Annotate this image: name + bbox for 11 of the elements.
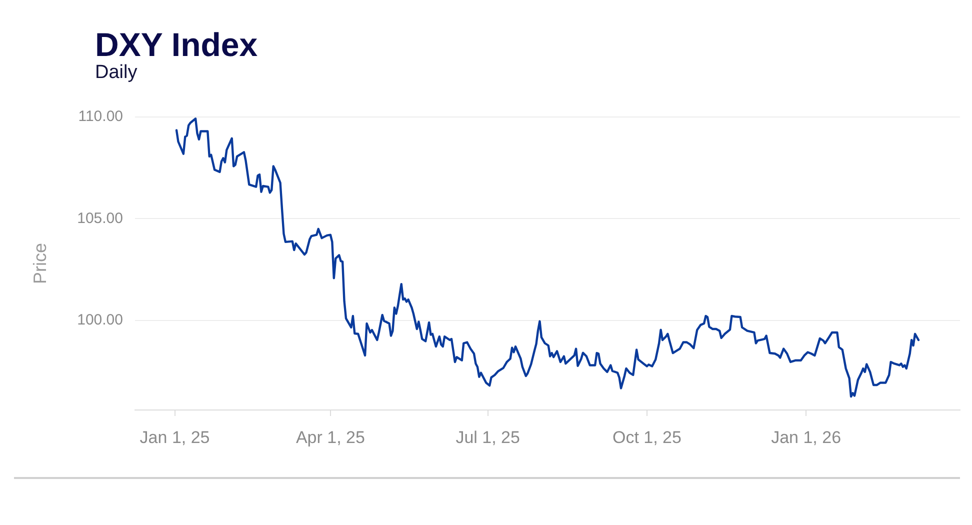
x-tick-label: Apr 1, 25: [296, 428, 365, 447]
chart-title: DXY Index: [95, 26, 258, 64]
x-tick-label: Oct 1, 25: [612, 428, 682, 447]
y-tick-label: 110.00: [78, 108, 123, 126]
y-tick-label: 100.00: [77, 312, 123, 329]
x-tick-label: Jul 1, 25: [456, 428, 520, 447]
x-tick-label: Jan 1, 25: [140, 428, 210, 447]
x-tick-label: Jan 1, 26: [771, 428, 842, 447]
y-tick-label: 105.00: [77, 210, 123, 227]
chart-subtitle: Daily: [95, 62, 138, 84]
y-axis-title: Price: [30, 242, 50, 284]
